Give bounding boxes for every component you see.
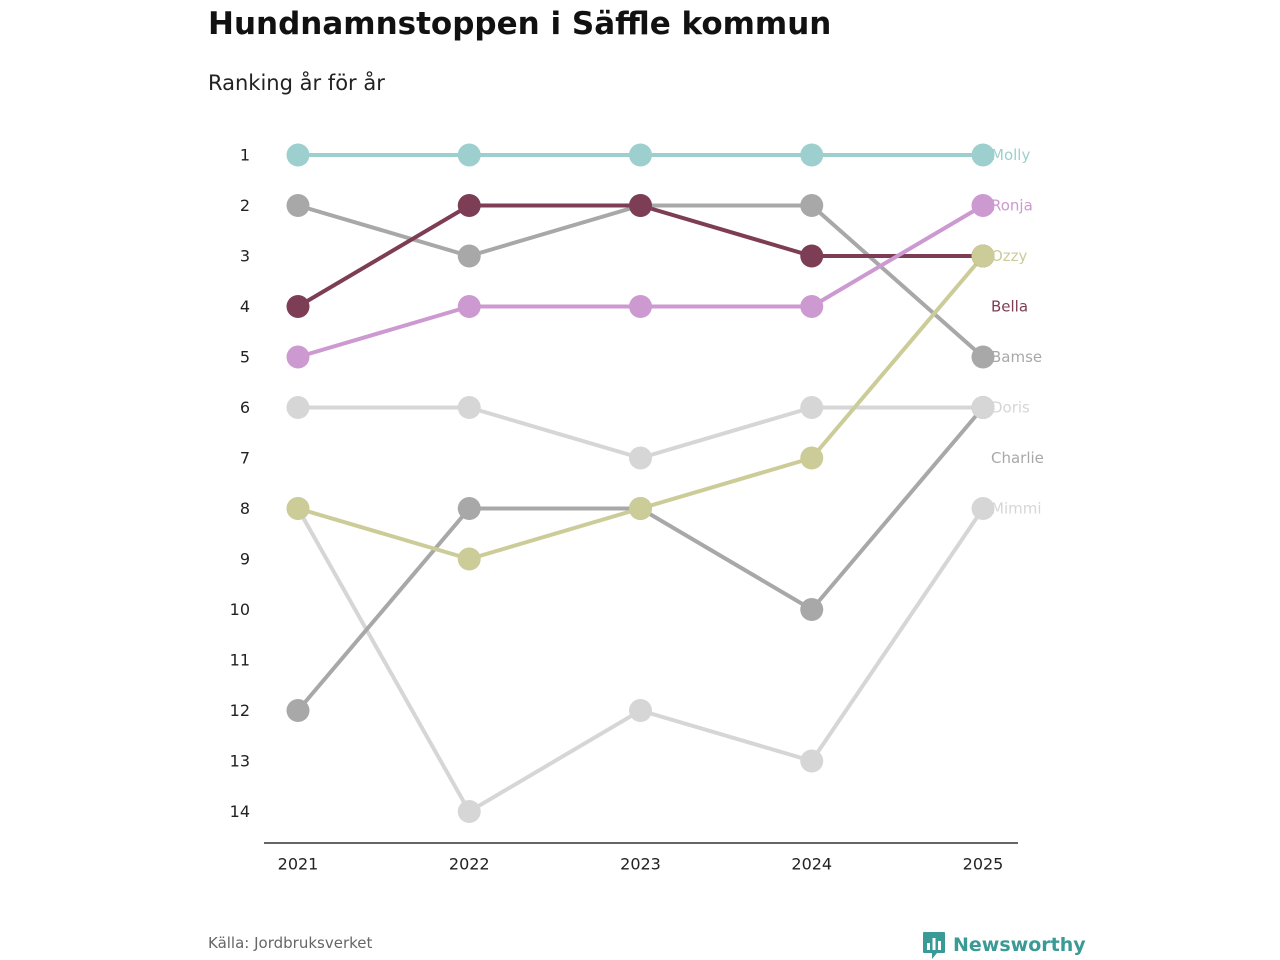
- y-tick-label: 9: [240, 550, 250, 569]
- data-point-bamse[interactable]: [286, 194, 310, 217]
- data-point-bamse[interactable]: [800, 194, 824, 217]
- data-point-molly[interactable]: [286, 143, 310, 167]
- data-point-ronja[interactable]: [971, 194, 995, 217]
- x-tick-label: 2021: [278, 855, 319, 874]
- data-point-charlie[interactable]: [457, 497, 481, 520]
- y-tick-label: 8: [240, 499, 250, 518]
- y-tick-label: 10: [230, 600, 250, 619]
- y-tick-label: 3: [240, 247, 250, 266]
- data-point-ozzy[interactable]: [286, 497, 310, 520]
- x-tick-label: 2025: [963, 855, 1004, 874]
- series-label-mimmi: Mimmi: [991, 500, 1042, 518]
- data-point-mimmi[interactable]: [800, 749, 824, 773]
- y-tick-label: 1: [240, 146, 250, 165]
- y-tick-label: 6: [240, 398, 250, 417]
- y-tick-label: 7: [240, 449, 250, 468]
- data-point-doris[interactable]: [800, 396, 824, 419]
- data-point-bella[interactable]: [629, 194, 652, 217]
- y-tick-label: 14: [230, 802, 250, 821]
- data-point-doris[interactable]: [629, 446, 652, 470]
- series-label-bamse: Bamse: [991, 348, 1042, 366]
- data-point-ozzy[interactable]: [971, 244, 995, 268]
- source-note: Källa: Jordbruksverket: [208, 934, 373, 952]
- x-tick-label: 2024: [791, 855, 832, 874]
- chart-title: Hundnamnstoppen i Säffle kommun: [208, 6, 832, 42]
- data-point-ronja[interactable]: [800, 295, 824, 318]
- data-point-bella[interactable]: [457, 194, 481, 217]
- series-label-bella: Bella: [991, 298, 1028, 316]
- data-point-charlie[interactable]: [286, 699, 310, 722]
- data-point-molly[interactable]: [800, 143, 824, 167]
- series-label-ozzy: Ozzy: [991, 247, 1028, 265]
- y-tick-label: 2: [240, 196, 250, 215]
- brand-name: Newsworthy: [953, 934, 1086, 956]
- chart-subtitle: Ranking år för år: [208, 71, 385, 95]
- y-tick-label: 13: [230, 752, 250, 771]
- data-point-ronja[interactable]: [457, 295, 481, 318]
- data-point-mimmi[interactable]: [457, 800, 481, 823]
- data-point-doris[interactable]: [457, 396, 481, 419]
- data-point-ozzy[interactable]: [629, 497, 652, 520]
- data-point-bella[interactable]: [286, 295, 310, 318]
- series-label-ronja: Ronja: [991, 197, 1033, 215]
- data-point-bella[interactable]: [800, 244, 824, 268]
- x-tick-label: 2022: [449, 855, 490, 874]
- y-tick-label: 4: [240, 297, 250, 316]
- bar-chart-logo-icon: [923, 931, 945, 959]
- y-tick-label: 5: [240, 348, 250, 367]
- series-labels: Molly Ronja Ozzy Bella Bamse Doris Charlie Mimm…: [991, 146, 1044, 518]
- data-point-molly[interactable]: [629, 143, 652, 167]
- series-line-bella: [296, 203, 985, 309]
- data-point-mimmi[interactable]: [629, 699, 652, 722]
- brand-logo[interactable]: Newsworthy: [922, 930, 1086, 960]
- series-label-doris: Doris: [991, 399, 1030, 417]
- data-point-ronja[interactable]: [286, 345, 310, 369]
- series-label-molly: Molly: [991, 146, 1030, 164]
- series-line-ronja: [296, 203, 985, 359]
- data-point-ronja[interactable]: [629, 295, 652, 318]
- data-point-bamse[interactable]: [457, 244, 481, 268]
- x-tick-label: 2023: [620, 855, 661, 874]
- y-tick-label: 11: [230, 651, 250, 670]
- series-points: [286, 143, 995, 823]
- data-point-molly[interactable]: [971, 143, 995, 167]
- data-point-ozzy[interactable]: [800, 446, 824, 470]
- series-line-mimmi: [296, 506, 985, 814]
- data-point-bamse[interactable]: [971, 345, 995, 369]
- data-point-mimmi[interactable]: [971, 497, 995, 520]
- data-point-charlie[interactable]: [800, 598, 824, 621]
- data-point-doris[interactable]: [971, 396, 995, 419]
- series-label-charlie: Charlie: [991, 449, 1044, 467]
- series-line-bamse: [296, 203, 985, 359]
- data-point-doris[interactable]: [286, 396, 310, 419]
- data-point-ozzy[interactable]: [457, 547, 481, 571]
- data-point-molly[interactable]: [457, 143, 481, 167]
- x-axis: 2021 2022 2023 2024 2025: [264, 842, 1018, 874]
- y-tick-label: 12: [230, 701, 250, 720]
